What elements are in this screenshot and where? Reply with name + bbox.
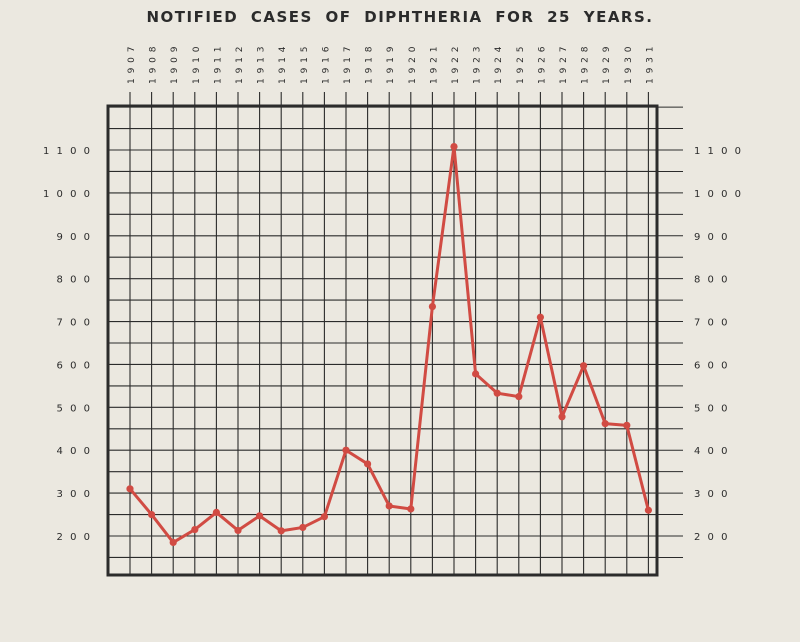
- x-tick-label: 1 9 3 0: [624, 46, 634, 85]
- y-tick-label-right: 9 0 0: [694, 232, 729, 243]
- x-tick-label: 1 9 2 6: [537, 46, 547, 85]
- chart-frame: [106, 104, 659, 577]
- y-tick-labels-right: 2 0 0 3 0 0 4 0 0 5 0 0 6 0 0 7 0 0 8 0 0 9 0 0…: [694, 146, 743, 543]
- data-point: [212, 508, 220, 517]
- x-tick-label: 1 9 1 5: [300, 46, 310, 85]
- y-tick-label-right: 4 0 0: [694, 446, 729, 457]
- grid: [108, 92, 683, 575]
- data-point: [428, 302, 436, 311]
- x-tick-label: 1 9 3 1: [645, 46, 655, 85]
- data-point: [580, 362, 588, 370]
- y-tick-label-left: 3 0 0: [57, 489, 92, 500]
- y-tick-label-left: 6 0 0: [57, 360, 92, 371]
- x-tick-label: 1 9 1 0: [192, 46, 202, 85]
- data-point: [256, 512, 264, 520]
- x-tick-label: 1 9 1 4: [278, 46, 288, 85]
- y-tick-label-left: 5 0 0: [57, 403, 92, 414]
- x-tick-label: 1 9 0 9: [170, 46, 180, 85]
- y-tick-label-right: 1 1 0 0: [694, 146, 743, 157]
- series-group: [126, 142, 653, 547]
- y-tick-label-left: 1 0 0 0: [43, 189, 92, 200]
- data-point: [342, 446, 350, 454]
- y-tick-labels-left: 2 0 0 3 0 0 4 0 0 5 0 0 6 0 0 7 0 0 8 0 0 9 0 0…: [43, 146, 92, 543]
- y-tick-label-right: 1 0 0 0: [694, 189, 743, 200]
- y-tick-label-left: 2 0 0: [57, 532, 92, 543]
- data-point: [623, 421, 631, 429]
- x-tick-label: 1 9 0 8: [149, 46, 159, 85]
- x-tick-label: 1 9 1 3: [257, 46, 267, 85]
- y-tick-label-left: 7 0 0: [57, 318, 92, 329]
- y-tick-label-right: 7 0 0: [694, 318, 729, 329]
- data-point: [234, 526, 242, 535]
- x-tick-label: 1 9 2 3: [473, 46, 483, 84]
- y-tick-label-right: 5 0 0: [694, 403, 729, 414]
- x-tick-label: 1 9 2 5: [516, 46, 526, 85]
- x-tick-label: 1 9 2 2: [451, 46, 461, 85]
- data-point: [385, 502, 393, 510]
- x-tick-labels: 1 9 0 7 1 9 0 8 1 9 0 9 1 9 1 0 1 9 1 1 1 9 1…: [127, 46, 655, 85]
- y-tick-label-left: 4 0 0: [57, 446, 92, 457]
- data-point: [126, 485, 134, 493]
- y-tick-label-right: 3 0 0: [694, 489, 729, 500]
- x-tick-label: 1 9 2 7: [559, 46, 569, 85]
- data-point: [601, 420, 609, 428]
- x-tick-label: 1 9 1 7: [343, 46, 353, 85]
- x-tick-label: 1 9 0 7: [127, 46, 137, 85]
- data-point: [277, 527, 285, 535]
- data-point: [558, 413, 566, 421]
- data-point: [191, 525, 199, 534]
- chart-title: NOTIFIED CASES OF DIPHTHERIA FOR 25 YEAR…: [146, 8, 654, 26]
- data-point: [472, 370, 480, 378]
- y-tick-label-left: 9 0 0: [57, 232, 92, 243]
- data-point: [148, 510, 156, 519]
- x-tick-label: 1 9 2 0: [408, 46, 418, 85]
- y-tick-label-left: 1 1 0 0: [43, 146, 92, 157]
- data-point: [320, 513, 328, 521]
- x-tick-label: 1 9 2 4: [494, 46, 504, 85]
- x-tick-label: 1 9 1 1: [213, 46, 223, 85]
- data-point: [536, 313, 545, 321]
- x-tick-label: 1 9 1 8: [365, 46, 375, 85]
- data-point: [299, 523, 307, 532]
- x-tick-label: 1 9 2 1: [429, 46, 439, 85]
- x-tick-label: 1 9 2 9: [602, 46, 612, 85]
- data-point: [407, 505, 415, 513]
- data-point: [450, 142, 458, 151]
- y-tick-label-left: 8 0 0: [57, 275, 92, 286]
- data-point: [644, 506, 653, 514]
- data-point: [169, 538, 177, 547]
- data-point: [515, 393, 523, 401]
- data-point: [493, 389, 501, 397]
- y-tick-label-right: 6 0 0: [694, 360, 729, 371]
- x-tick-label: 1 9 2 8: [581, 46, 591, 85]
- y-tick-label-right: 8 0 0: [694, 275, 729, 286]
- data-point: [364, 460, 372, 468]
- x-tick-label: 1 9 1 2: [235, 46, 245, 85]
- x-tick-label: 1 9 1 6: [321, 46, 331, 85]
- plot-border: [106, 104, 659, 577]
- x-tick-label: 1 9 1 9: [386, 46, 396, 85]
- y-tick-label-right: 2 0 0: [694, 532, 729, 543]
